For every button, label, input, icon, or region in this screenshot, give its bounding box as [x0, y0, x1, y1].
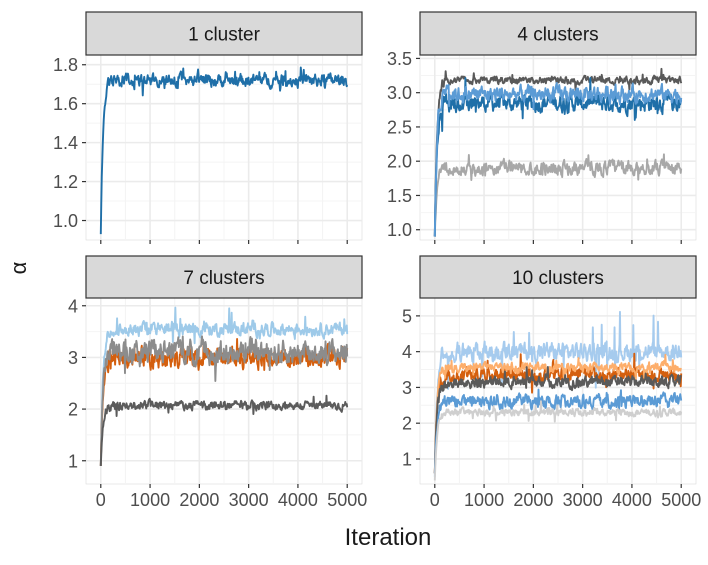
facet-strip	[85, 255, 363, 299]
series-group	[99, 306, 349, 466]
series-line-2	[433, 67, 683, 237]
panels: 1 cluster 1.0 1.2 1.4 1.6 1.8 4 clusters 1.0 1.5…	[53, 11, 701, 510]
series-line-4	[433, 365, 683, 474]
facet-title: 4 clusters	[517, 25, 598, 46]
x-tick-label: 3000	[563, 490, 603, 510]
series-line-2	[99, 338, 349, 466]
series-line-4	[99, 394, 349, 466]
y-tick-label: 4	[402, 342, 412, 362]
facet-panel: 10 clusters 1 2 3 4 5 0 1000 2000 3000 4000 5000	[402, 255, 701, 510]
y-tick-label: 1.5	[387, 186, 412, 206]
y-tick-label: 1.4	[53, 133, 78, 153]
x-tick-label: 5000	[661, 490, 701, 510]
series-line-2	[433, 352, 683, 474]
facet-title: 10 clusters	[512, 268, 604, 289]
series-line-3	[99, 335, 349, 466]
y-tick-label: 1.8	[53, 55, 78, 75]
y-tick-label: 2	[402, 414, 412, 434]
x-tick-label: 2000	[179, 490, 219, 510]
x-tick-label: 4000	[278, 490, 318, 510]
x-tick-label: 1000	[130, 490, 170, 510]
y-tick-label: 5	[402, 306, 412, 326]
x-tick-label: 1000	[464, 490, 504, 510]
y-tick-label: 2.0	[387, 152, 412, 172]
y-tick-label: 1	[402, 449, 412, 469]
x-tick-label: 2000	[513, 490, 553, 510]
y-tick-label: 3	[68, 348, 78, 368]
series-line-1	[433, 310, 683, 477]
x-tick-label: 4000	[612, 490, 652, 510]
facet-strip	[419, 11, 697, 56]
series-group	[433, 310, 683, 481]
series-group	[99, 66, 349, 235]
series-line-3	[433, 353, 683, 474]
x-tick-label: 0	[96, 490, 106, 510]
series-line-4	[433, 81, 683, 237]
series-line-1	[99, 306, 349, 466]
facet-panel: 1 cluster 1.0 1.2 1.4 1.6 1.8	[53, 11, 363, 244]
facet-title: 1 cluster	[188, 25, 260, 46]
series-line-1	[433, 153, 683, 237]
series-line-6	[433, 400, 683, 481]
y-tick-label: 4	[68, 296, 78, 316]
y-tick-label: 3.5	[387, 49, 412, 69]
facet-strip	[85, 11, 363, 56]
series-line-3	[433, 77, 683, 237]
y-tick-label: 1	[68, 451, 78, 471]
facet-panel: 4 clusters 1.0 1.5 2.0 2.5 3.0 3.5	[387, 11, 697, 244]
y-axis-title: α	[6, 261, 31, 274]
x-tick-label: 3000	[229, 490, 269, 510]
y-tick-label: 2.5	[387, 117, 412, 137]
series-group	[433, 67, 683, 237]
y-tick-label: 1.6	[53, 94, 78, 114]
facet-panel: 7 clusters 1 2 3 4 0 1000 2000 3000 4000 5000	[68, 255, 367, 510]
x-axis-title: Iteration	[345, 524, 432, 551]
y-tick-label: 3.0	[387, 83, 412, 103]
y-tick-label: 1.0	[53, 211, 78, 231]
facet-strip	[419, 255, 697, 299]
facet-title: 7 clusters	[183, 268, 264, 289]
series-line-5	[433, 388, 683, 474]
x-tick-label: 5000	[327, 490, 367, 510]
y-tick-label: 1.0	[387, 220, 412, 240]
y-tick-label: 3	[402, 378, 412, 398]
y-tick-label: 1.2	[53, 172, 78, 192]
series-line-1	[99, 66, 349, 235]
y-tick-label: 2	[68, 400, 78, 420]
x-tick-label: 0	[430, 490, 440, 510]
